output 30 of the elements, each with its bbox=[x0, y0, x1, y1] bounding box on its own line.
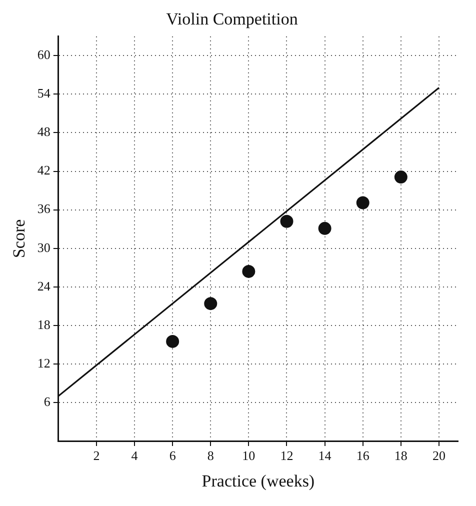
point bbox=[394, 170, 408, 184]
x-tick-label: 2 bbox=[93, 448, 100, 464]
y-tick-label: 6 bbox=[44, 394, 51, 409]
point bbox=[356, 196, 370, 210]
point bbox=[318, 222, 332, 235]
point bbox=[204, 297, 218, 310]
x-tick-label: 16 bbox=[356, 448, 370, 464]
y-tick-label: 12 bbox=[37, 355, 50, 370]
point bbox=[242, 264, 256, 278]
point bbox=[166, 334, 180, 348]
y-tick-label: 36 bbox=[37, 201, 51, 216]
x-tick-label: 18 bbox=[394, 448, 408, 464]
chart-title: Violin Competition bbox=[166, 10, 298, 29]
y-tick-label: 60 bbox=[37, 47, 50, 62]
x-tick-label: 6 bbox=[169, 448, 176, 464]
x-tick-label: 20 bbox=[432, 448, 446, 464]
x-tick-label: 14 bbox=[318, 448, 332, 464]
y-tick-label: 18 bbox=[37, 316, 50, 332]
x-tick-label: 10 bbox=[242, 448, 256, 464]
y-tick-label: 48 bbox=[37, 124, 50, 140]
y-tick-label: 30 bbox=[37, 240, 50, 255]
point bbox=[280, 214, 294, 228]
y-tick-label: 24 bbox=[37, 278, 51, 294]
x-tick-label: 12 bbox=[280, 448, 294, 464]
x-tick-label: 8 bbox=[207, 448, 214, 464]
x-axis-title: Practice (weeks) bbox=[202, 471, 315, 490]
y-axis-title: Score bbox=[10, 219, 29, 258]
y-tick-label: 54 bbox=[37, 86, 51, 101]
y-tick-label: 42 bbox=[37, 162, 50, 178]
x-tick-label: 4 bbox=[131, 448, 138, 464]
